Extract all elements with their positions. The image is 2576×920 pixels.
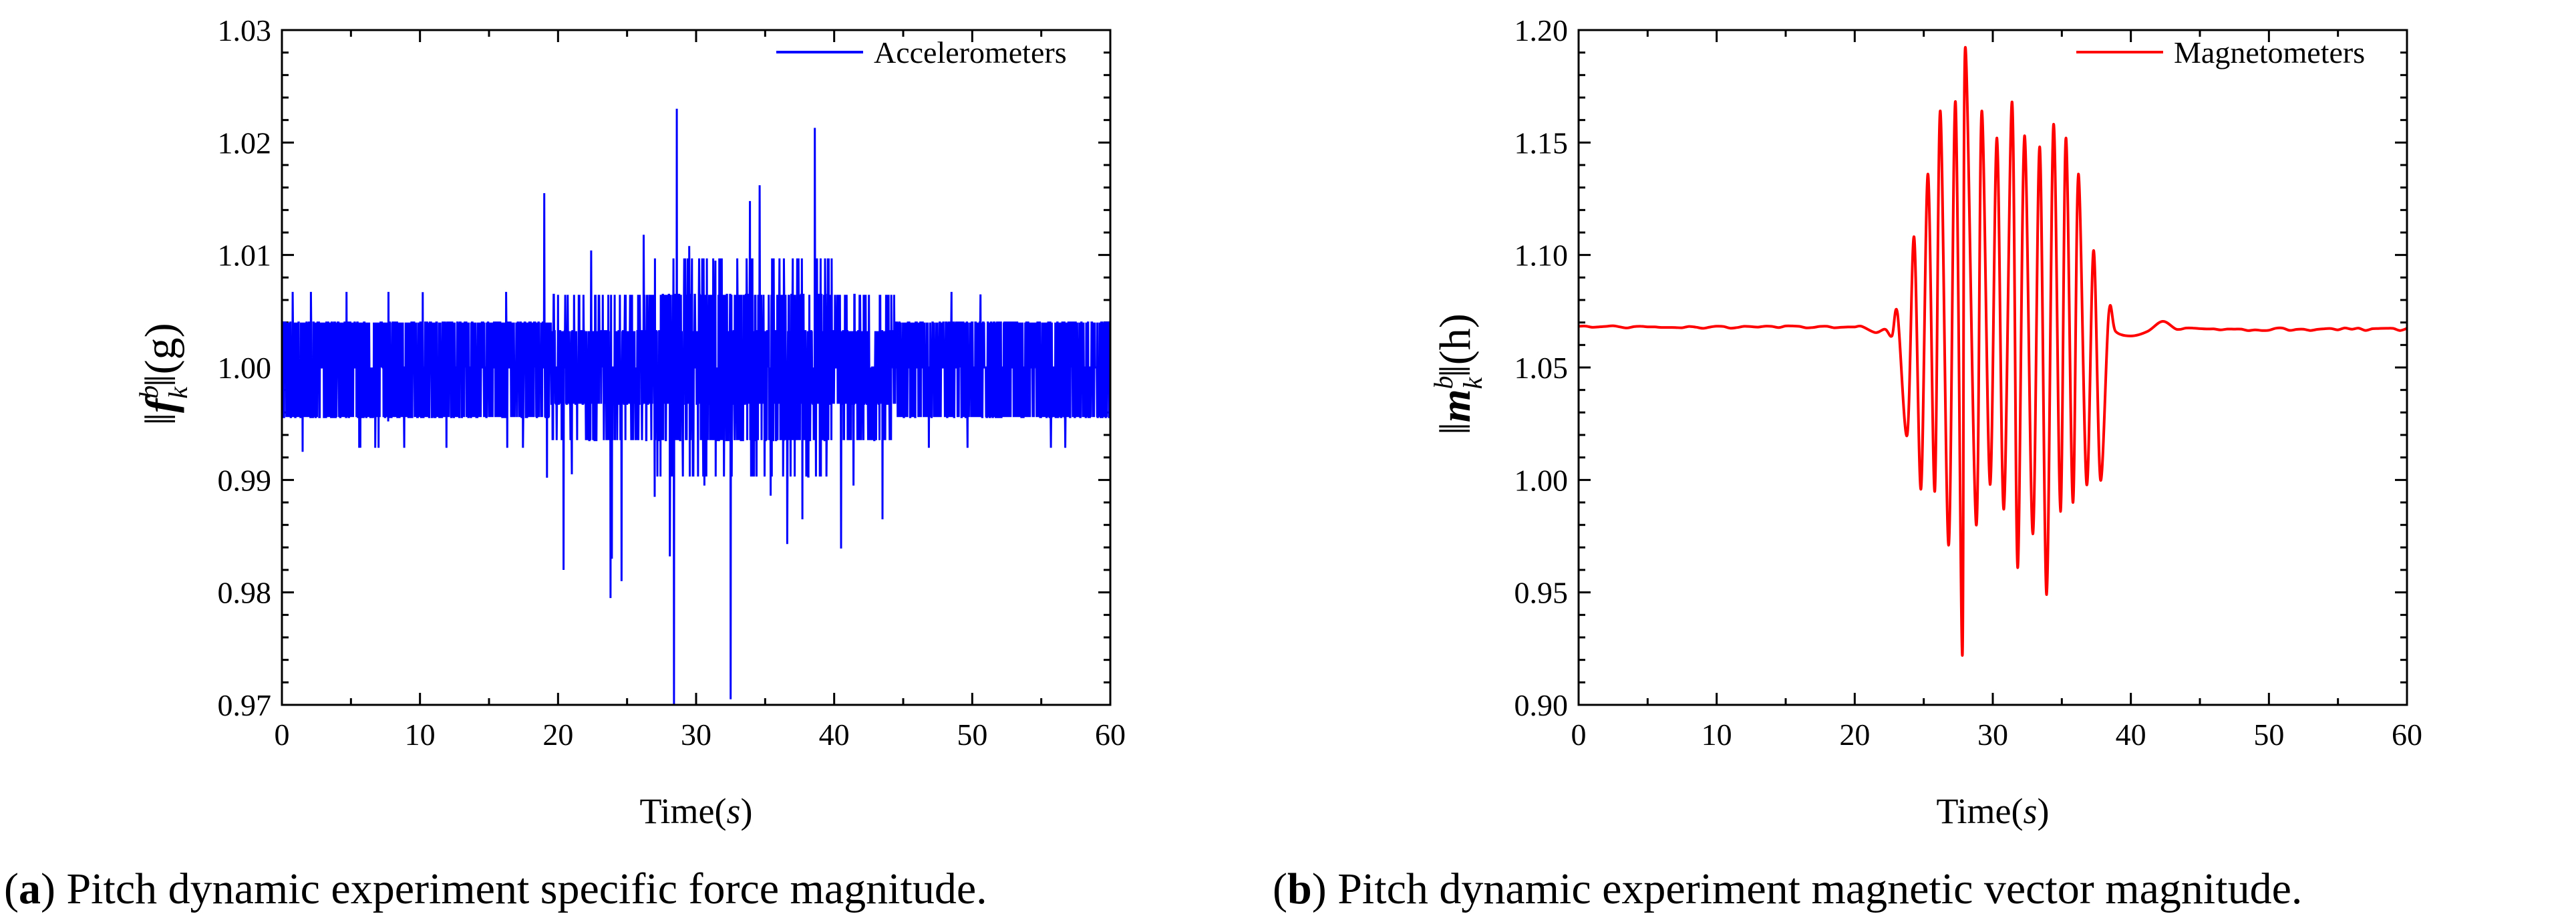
panel-a-x-tick-label: 60 [1095,718,1126,752]
panel-b-x-tick-label: 40 [2116,718,2146,752]
accelerometers-series-line [281,108,1112,706]
caption-a: (a) Pitch dynamic experiment specific fo… [4,865,987,913]
panel-b-tick-labels: 0 10 20 30 40 50 60 0.90 0.95 1.00 1.05 1.10 1.15 1.2… [1514,13,2423,752]
panel-a-y-tick-label: 1.00 [218,351,272,385]
panel-a-x-tick-label: 10 [405,718,436,752]
panel-b-x-tick-label: 30 [1977,718,2008,752]
panel-b-y-tick-label: 1.10 [1514,239,1569,273]
panel-b-y-tick-label: 0.95 [1514,576,1569,610]
panel-b-y-tick-label: 1.15 [1514,126,1569,160]
panel-a-legend: Accelerometers [776,35,1067,69]
panel-b-legend: Magnetometers [2076,35,2365,69]
panel-b-magnetometer-chart: ‖mbk‖(h) 0 10 20 30 40 50 60 0.90 0.95 1.00 1.05 1.… [1428,13,2422,831]
caption-b: (b) Pitch dynamic experiment magnetic ve… [1273,865,2302,913]
magnetometers-series-line [1578,46,2408,657]
panel-b-x-tick-label: 10 [1702,718,1732,752]
panel-b-y-tick-label: 1.05 [1514,351,1569,385]
panel-a-y-tick-label: 0.99 [218,463,272,497]
panel-a-y-tick-label: 1.03 [218,13,272,47]
panel-a-tick-labels: 0 10 20 30 40 50 60 0.97 0.98 0.99 1.00 1.01 1.02 1.0… [218,13,1126,752]
panel-b-x-tick-label: 60 [2392,718,2422,752]
panel-b-x-tick-label: 50 [2253,718,2284,752]
panel-b-legend-label: Magnetometers [2174,35,2365,69]
panel-a-series-accelerometers [281,108,1112,706]
panel-b-y-tick-label: 1.00 [1514,463,1569,497]
panel-a-y-tick-label: 0.97 [218,688,272,722]
panel-a-legend-label: Accelerometers [874,35,1067,69]
panel-b-plot-frame [1577,29,2408,706]
panel-b-x-tick-label: 20 [1839,718,1870,752]
panel-b-series-magnetometers [1578,46,2408,657]
panel-b-y-tick-label: 1.20 [1514,13,1569,47]
panel-a-x-tick-label: 40 [819,718,850,752]
panel-a-x-tick-label: 20 [542,718,573,752]
panel-b-y-tick-label: 0.90 [1514,688,1569,722]
panel-a-x-tick-label: 30 [681,718,711,752]
panel-b-x-axis-title: Time(s) [1936,791,2049,831]
panel-b-x-tick-label: 0 [1571,718,1587,752]
panel-b-y-axis-title: ‖mbk‖(h) [1428,313,1488,435]
panel-a-x-tick-label: 50 [957,718,987,752]
panel-a-y-tick-label: 1.01 [218,239,272,273]
panel-a-x-tick-label: 0 [275,718,290,752]
panel-a-y-axis-title: ‖fbk‖(g) [134,323,193,425]
panel-a-y-tick-label: 1.02 [218,126,272,160]
panel-a-accelerometer-chart: ‖fbk‖(g) 0 10 20 30 40 50 60 0.97 0.98 0.99 1.00 1.… [134,13,1126,831]
panel-a-x-axis-title: Time(s) [639,791,752,831]
panel-a-plot-frame [281,29,1112,706]
panel-a-y-tick-label: 0.98 [218,576,272,610]
